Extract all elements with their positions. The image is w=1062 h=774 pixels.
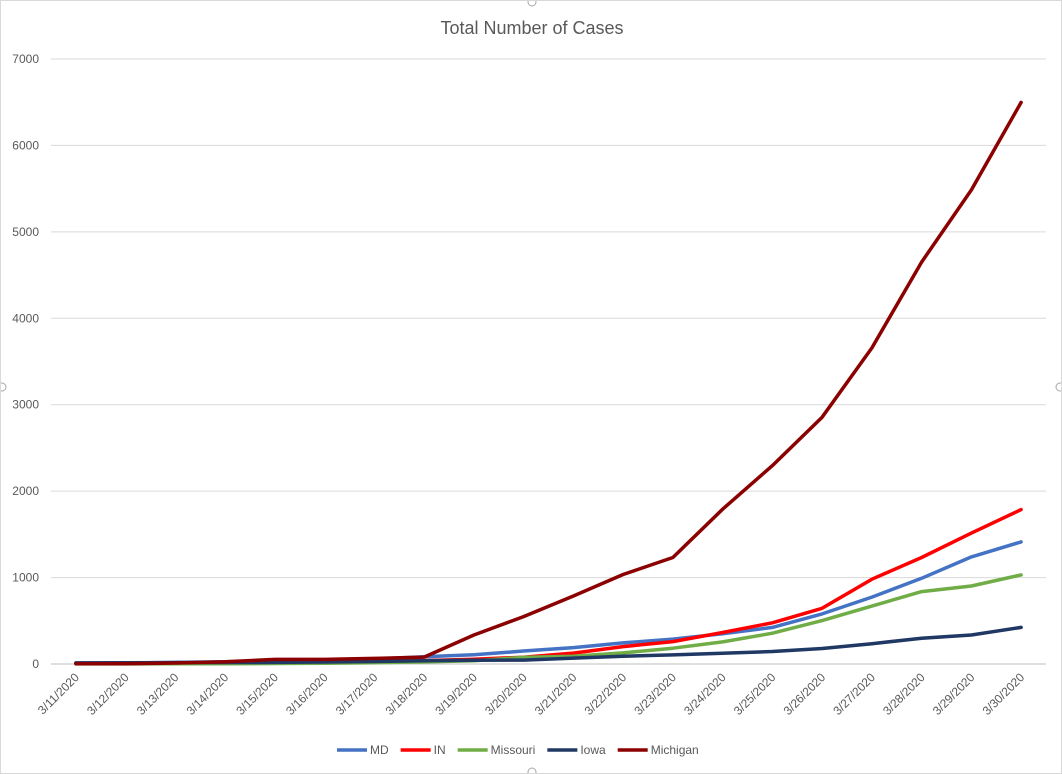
x-tick-label: 3/27/2020 (830, 670, 878, 718)
x-tick-label: 3/29/2020 (930, 670, 978, 718)
x-tick-label: 3/30/2020 (980, 670, 1028, 718)
x-tick-label: 3/11/2020 (35, 670, 82, 717)
x-tick-label: 3/22/2020 (582, 670, 630, 718)
y-axis-ticks: 0 1000 2000 3000 4000 5000 6000 7000 (12, 52, 39, 671)
x-tick-label: 3/26/2020 (781, 670, 829, 718)
y-tick-label: 7000 (12, 52, 39, 66)
x-axis-ticks: 3/11/2020 3/12/2020 3/13/2020 3/14/2020 3/15… (35, 670, 1027, 718)
x-tick-label: 3/24/2020 (681, 670, 729, 718)
x-tick-label: 3/13/2020 (134, 670, 182, 718)
x-tick-label: 3/28/2020 (880, 670, 928, 718)
resize-handle[interactable] (527, 767, 537, 773)
resize-handle[interactable] (1, 382, 7, 392)
x-tick-label: 3/17/2020 (333, 670, 381, 718)
y-tick-label: 3000 (12, 398, 39, 412)
y-tick-label: 4000 (12, 311, 39, 325)
resize-handle[interactable] (527, 1, 537, 7)
x-tick-label: 3/20/2020 (482, 670, 530, 718)
chart-title: Total Number of Cases (440, 18, 623, 38)
y-tick-label: 6000 (12, 138, 39, 152)
x-tick-label: 3/12/2020 (84, 670, 132, 718)
x-tick-label: 3/18/2020 (383, 670, 431, 718)
y-tick-label: 0 (32, 657, 39, 671)
x-tick-label: 3/23/2020 (631, 670, 679, 718)
x-tick-label: 3/15/2020 (233, 670, 281, 718)
legend-label-in: IN (434, 743, 446, 757)
legend-label-md: MD (370, 743, 389, 757)
y-tick-label: 2000 (12, 484, 39, 498)
series-line-michigan (74, 100, 1023, 666)
x-tick-label: 3/21/2020 (532, 670, 580, 718)
series-lines (74, 100, 1023, 666)
x-tick-label: 3/25/2020 (731, 670, 779, 718)
legend-label-michigan: Michigan (651, 743, 699, 757)
gridlines (51, 58, 1046, 665)
legend-label-missouri: Missouri (491, 743, 536, 757)
x-tick-label: 3/19/2020 (432, 670, 480, 718)
legend-label-iowa: Iowa (580, 743, 606, 757)
resize-handle[interactable] (1055, 382, 1061, 392)
legend: MD IN Missouri Iowa Michigan (337, 743, 699, 757)
x-tick-label: 3/16/2020 (283, 670, 331, 718)
series-line-iowa (74, 625, 1023, 665)
x-tick-label: 3/14/2020 (184, 670, 232, 718)
y-tick-label: 5000 (12, 225, 39, 239)
y-tick-label: 1000 (12, 571, 39, 585)
series-line-in (74, 507, 1023, 665)
